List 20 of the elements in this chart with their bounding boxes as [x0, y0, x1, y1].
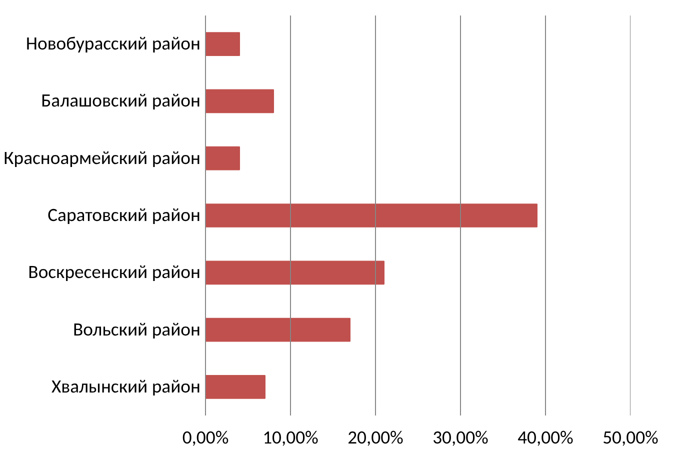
y-tick-label: Вольский район — [73, 318, 201, 342]
y-tick-label: Красноармейский район — [4, 146, 201, 170]
bar — [206, 32, 240, 56]
bar — [206, 260, 384, 285]
y-tick-label: Воскресенский район — [28, 261, 201, 284]
bar — [206, 204, 538, 228]
bar — [206, 318, 350, 342]
y-tick-label: Саратовский район — [48, 204, 200, 227]
x-tick-label: 50,00% — [602, 426, 658, 450]
x-tick-label: 20,00% — [348, 426, 404, 450]
y-tick-label: Новобурасский район — [26, 32, 201, 56]
bar — [206, 375, 266, 399]
x-tick-label: 40,00% — [518, 426, 574, 450]
y-tick-label: Хвалынский район — [51, 375, 201, 398]
x-tick-label: 10,00% — [262, 426, 318, 450]
bar — [206, 146, 240, 170]
y-tick-label: Балашовский район — [41, 90, 201, 113]
x-tick-label: 30,00% — [432, 426, 488, 450]
x-tick-label: 0,00% — [182, 426, 229, 450]
bar — [206, 89, 274, 114]
